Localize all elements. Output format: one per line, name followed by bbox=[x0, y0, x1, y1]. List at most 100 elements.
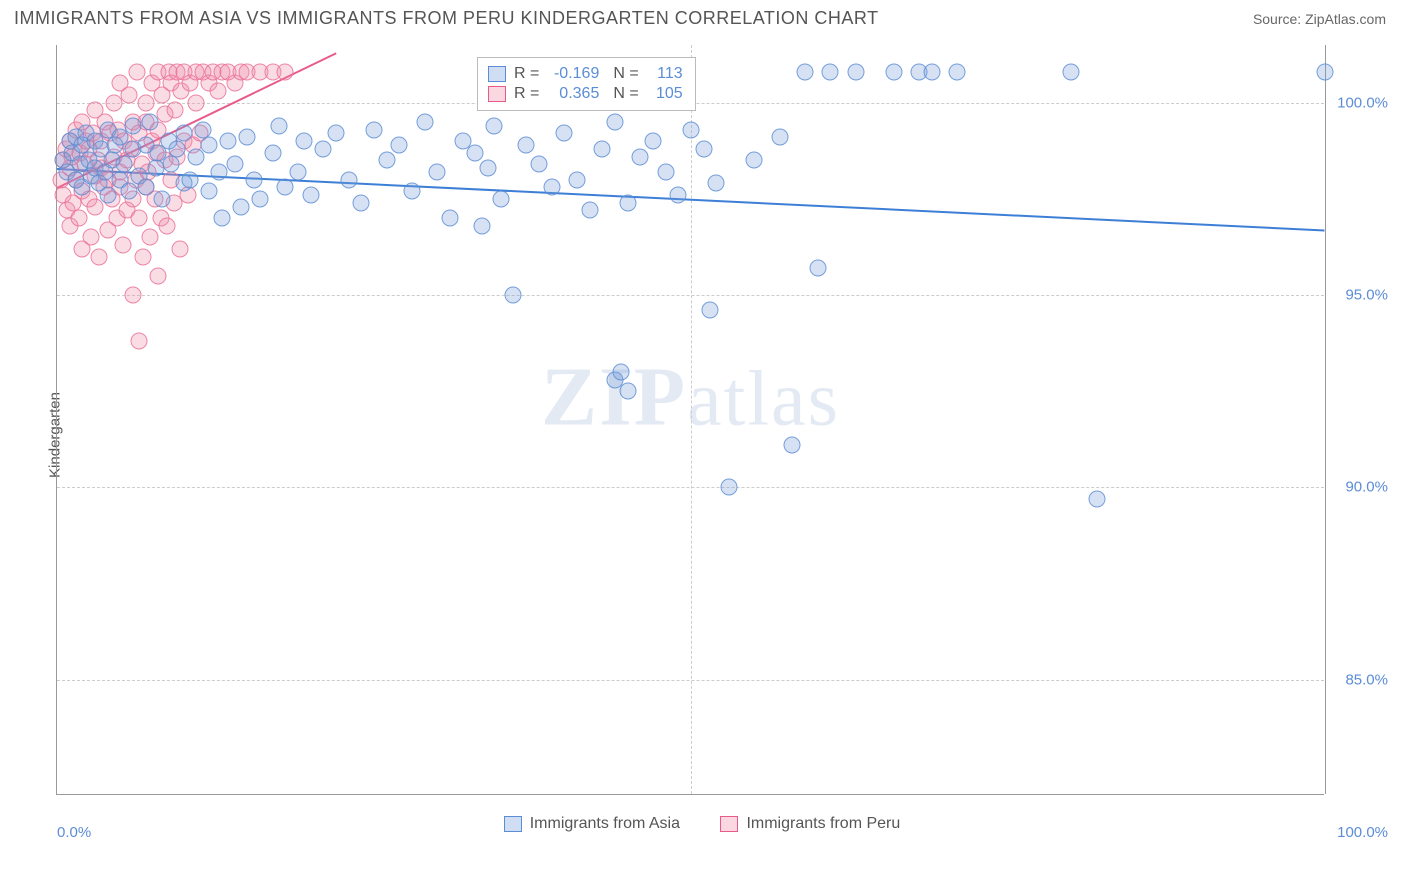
data-point bbox=[784, 437, 801, 454]
data-point bbox=[154, 190, 171, 207]
data-point bbox=[606, 113, 623, 130]
data-point bbox=[114, 237, 131, 254]
data-point bbox=[70, 210, 87, 227]
data-point bbox=[125, 287, 142, 304]
data-point bbox=[251, 190, 268, 207]
data-point bbox=[213, 210, 230, 227]
data-point bbox=[771, 129, 788, 146]
data-point bbox=[644, 133, 661, 150]
r-label: R = bbox=[514, 65, 539, 83]
data-point bbox=[543, 179, 560, 196]
legend-row: R = -0.169 N = 113 bbox=[488, 65, 683, 83]
data-point bbox=[137, 94, 154, 111]
data-point bbox=[201, 183, 218, 200]
data-point bbox=[353, 194, 370, 211]
data-point bbox=[632, 148, 649, 165]
data-point bbox=[277, 179, 294, 196]
data-point bbox=[121, 183, 138, 200]
data-point bbox=[683, 121, 700, 138]
swatch-blue-icon bbox=[488, 66, 506, 82]
data-point bbox=[131, 333, 148, 350]
data-point bbox=[232, 198, 249, 215]
data-point bbox=[141, 113, 158, 130]
plot-region: ZIPatlas R = -0.169 N = 113 R = 0.365 N … bbox=[56, 45, 1324, 795]
data-point bbox=[296, 133, 313, 150]
data-point bbox=[480, 160, 497, 177]
r-value: -0.169 bbox=[547, 65, 599, 83]
chart-area: Kindergarten ZIPatlas R = -0.169 N = 113… bbox=[14, 35, 1390, 835]
data-point bbox=[239, 129, 256, 146]
data-point bbox=[366, 121, 383, 138]
data-point bbox=[391, 137, 408, 154]
y-tick-label: 90.0% bbox=[1330, 479, 1388, 496]
data-point bbox=[210, 83, 227, 100]
data-point bbox=[226, 156, 243, 173]
watermark-prefix: ZIP bbox=[541, 351, 687, 444]
chart-source: Source: ZipAtlas.com bbox=[1253, 11, 1386, 27]
data-point bbox=[518, 137, 535, 154]
data-point bbox=[270, 117, 287, 134]
data-point bbox=[141, 229, 158, 246]
data-point bbox=[1317, 63, 1334, 80]
swatch-pink-icon bbox=[488, 86, 506, 102]
data-point bbox=[128, 63, 145, 80]
data-point bbox=[131, 210, 148, 227]
n-label: N = bbox=[613, 85, 638, 103]
data-point bbox=[150, 267, 167, 284]
legend-label: Immigrants from Asia bbox=[530, 815, 680, 833]
swatch-pink-icon bbox=[720, 816, 738, 832]
legend-label: Immigrants from Peru bbox=[746, 815, 900, 833]
data-point bbox=[404, 183, 421, 200]
data-point bbox=[746, 152, 763, 169]
data-point bbox=[1088, 490, 1105, 507]
data-point bbox=[885, 63, 902, 80]
data-point bbox=[1063, 63, 1080, 80]
data-point bbox=[594, 140, 611, 157]
series-legend: Immigrants from Asia Immigrants from Per… bbox=[14, 815, 1390, 837]
n-value: 113 bbox=[647, 65, 683, 83]
data-point bbox=[702, 302, 719, 319]
chart-title: IMMIGRANTS FROM ASIA VS IMMIGRANTS FROM … bbox=[14, 8, 879, 29]
data-point bbox=[171, 240, 188, 257]
data-point bbox=[670, 187, 687, 204]
data-point bbox=[695, 140, 712, 157]
data-point bbox=[182, 171, 199, 188]
data-point bbox=[175, 125, 192, 142]
data-point bbox=[809, 260, 826, 277]
data-point bbox=[822, 63, 839, 80]
data-point bbox=[163, 156, 180, 173]
data-point bbox=[581, 202, 598, 219]
swatch-blue-icon bbox=[504, 816, 522, 832]
data-point bbox=[429, 163, 446, 180]
y-tick-label: 85.0% bbox=[1330, 671, 1388, 688]
data-point bbox=[289, 163, 306, 180]
data-point bbox=[83, 229, 100, 246]
y-tick-label: 100.0% bbox=[1330, 94, 1388, 111]
data-point bbox=[159, 217, 176, 234]
data-point bbox=[116, 156, 133, 173]
data-point bbox=[135, 248, 152, 265]
data-point bbox=[847, 63, 864, 80]
r-label: R = bbox=[514, 85, 539, 103]
data-point bbox=[492, 190, 509, 207]
legend-item: Immigrants from Asia bbox=[504, 815, 680, 833]
data-point bbox=[201, 137, 218, 154]
data-point bbox=[264, 144, 281, 161]
data-point bbox=[125, 117, 142, 134]
gridline-v bbox=[691, 45, 692, 794]
data-point bbox=[245, 171, 262, 188]
data-point bbox=[708, 175, 725, 192]
data-point bbox=[923, 63, 940, 80]
data-point bbox=[568, 171, 585, 188]
data-point bbox=[315, 140, 332, 157]
data-point bbox=[486, 117, 503, 134]
data-point bbox=[327, 125, 344, 142]
data-point bbox=[619, 383, 636, 400]
n-value: 105 bbox=[647, 85, 683, 103]
data-point bbox=[530, 156, 547, 173]
data-point bbox=[657, 163, 674, 180]
n-label: N = bbox=[613, 65, 638, 83]
data-point bbox=[613, 363, 630, 380]
axis-right bbox=[1325, 45, 1326, 794]
data-point bbox=[416, 113, 433, 130]
